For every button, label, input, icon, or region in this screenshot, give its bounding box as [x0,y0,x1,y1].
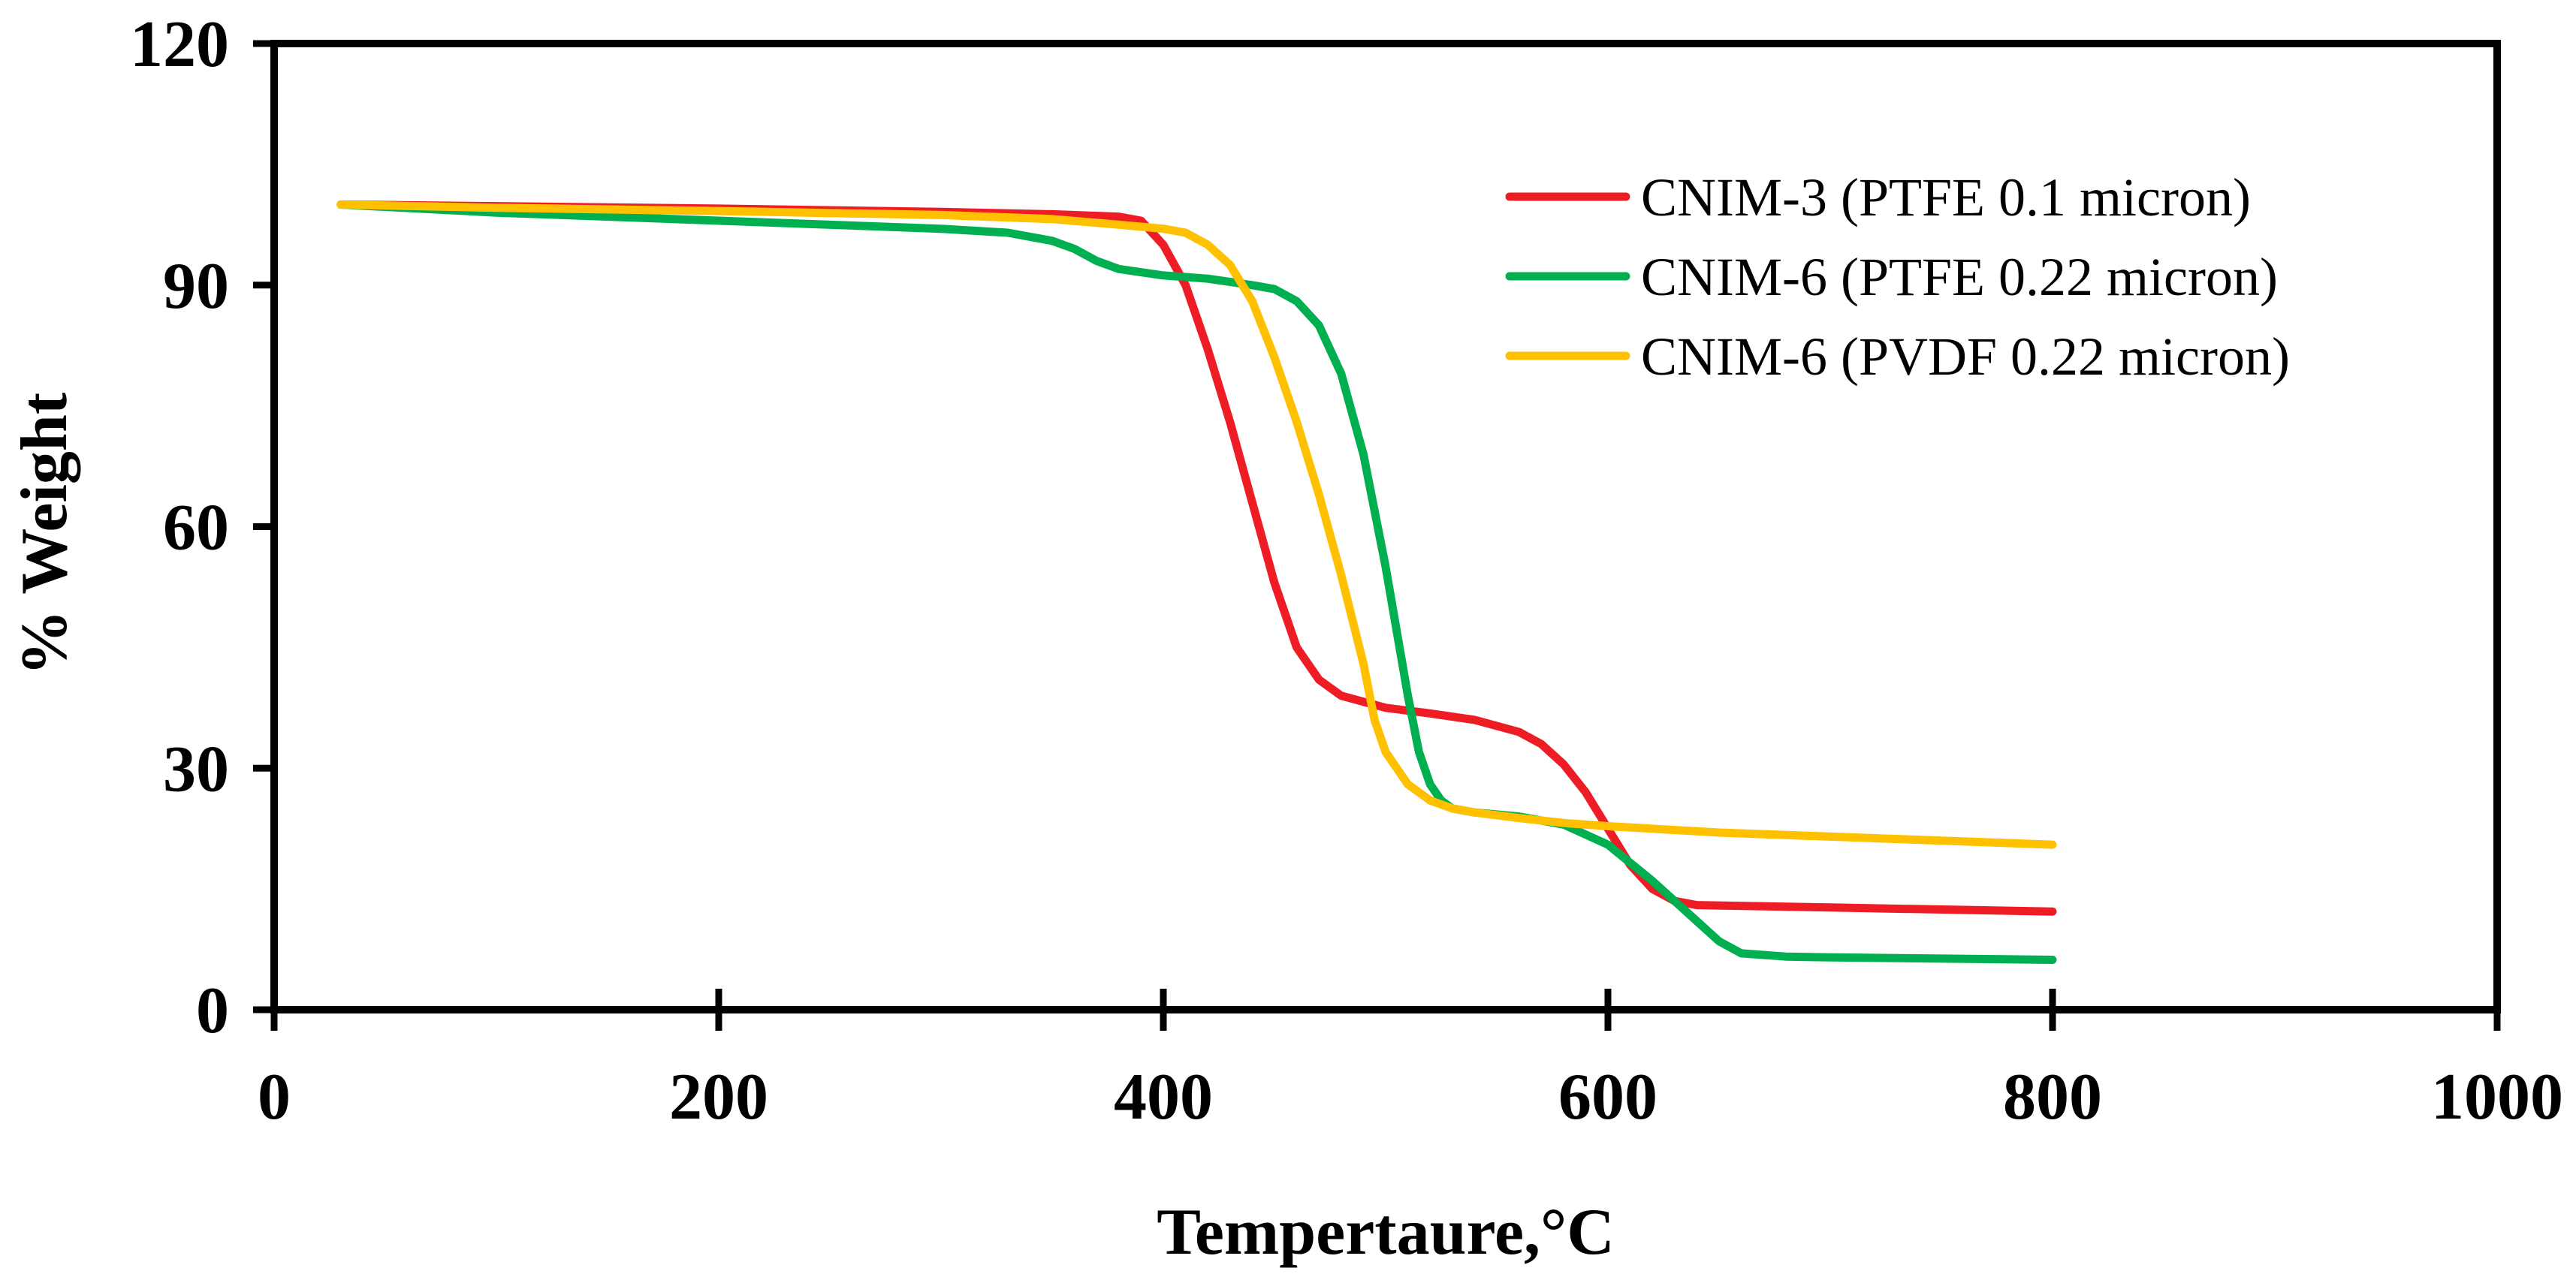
x-tick-label: 200 [669,1061,768,1134]
y-axis-title: % Weight [8,393,81,676]
legend-label-1: CNIM-3 (PTFE 0.1 micron) [1641,167,2251,227]
series-line-3 [336,200,2057,849]
legend-label-3: CNIM-6 (PVDF 0.22 micron) [1641,327,2290,387]
series-line-2 [336,200,2057,964]
y-tick-label: 0 [196,974,229,1047]
y-tick-label: 90 [163,250,229,323]
x-tick-label: 400 [1114,1061,1213,1134]
y-tick-label: 30 [163,733,229,806]
x-tick-label: 1000 [2431,1061,2563,1134]
legend-label-2: CNIM-6 (PTFE 0.22 micron) [1641,247,2278,307]
x-tick-label: 800 [2003,1061,2102,1134]
x-tick-label: 600 [1558,1061,1658,1134]
y-axis-ticks: 0 30 60 90 120 [130,8,274,1047]
x-axis-title: Tempertaure,°C [1157,1196,1615,1269]
x-axis-ticks: 0 200 400 600 800 1000 [258,989,2563,1134]
series-layer [336,200,2057,964]
y-tick-label: 60 [163,492,229,565]
x-tick-label: 0 [258,1061,291,1134]
series-line-1 [336,200,2057,916]
y-tick-label: 120 [130,8,229,81]
legend: CNIM-3 (PTFE 0.1 micron) CNIM-6 (PTFE 0.2… [1505,167,2290,387]
